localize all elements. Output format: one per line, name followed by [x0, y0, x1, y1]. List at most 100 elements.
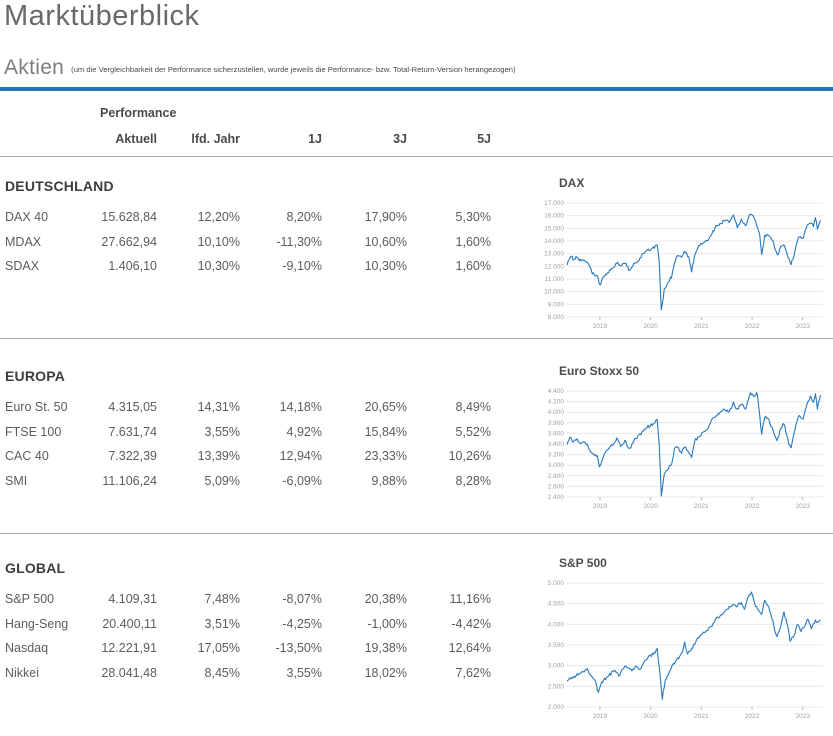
value-3j: 9,88% [371, 473, 407, 488]
accent-divider [0, 87, 833, 91]
table-row: SMI 11.106,24 5,09% -6,09% 9,88% 8,28% [5, 469, 491, 494]
svg-text:3.000: 3.000 [548, 462, 565, 469]
svg-text:2020: 2020 [643, 713, 658, 720]
section-deutschland: DEUTSCHLAND DAX 40 15.628,84 12,20% 8,20… [5, 178, 491, 279]
value-3j: -1,00% [367, 616, 407, 631]
section-europa: EUROPA Euro St. 50 4.315,05 14,31% 14,18… [5, 368, 491, 493]
section-divider-europa [0, 338, 833, 339]
aktien-header: Aktien (um die Vergleichbarkeit der Perfo… [4, 56, 515, 80]
header-divider [0, 156, 833, 157]
svg-text:2019: 2019 [593, 503, 608, 510]
svg-text:3.800: 3.800 [548, 420, 565, 427]
value-3j: 20,38% [364, 592, 407, 607]
performance-label: Performance [100, 106, 177, 120]
value-5j: 10,26% [448, 449, 491, 464]
value-aktuell: 15.628,84 [101, 210, 157, 225]
chart-title-dax: DAX [559, 176, 585, 190]
column-header-1j: 1J [308, 132, 322, 146]
svg-text:2.400: 2.400 [548, 494, 565, 501]
svg-text:8.000: 8.000 [548, 314, 565, 321]
value-1j: -11,30% [276, 234, 322, 249]
value-1j: 4,92% [286, 424, 322, 439]
svg-text:12.000: 12.000 [544, 263, 564, 270]
svg-text:2020: 2020 [643, 323, 658, 330]
svg-text:4.200: 4.200 [548, 399, 565, 406]
value-aktuell: 7.631,74 [108, 424, 157, 439]
table-row: DAX 40 15.628,84 12,20% 8,20% 17,90% 5,3… [5, 205, 491, 230]
value-1j: 12,94% [279, 449, 322, 464]
svg-text:2019: 2019 [593, 713, 608, 720]
svg-text:2023: 2023 [795, 713, 810, 720]
svg-text:2021: 2021 [694, 503, 709, 510]
svg-text:3.600: 3.600 [548, 430, 565, 437]
svg-text:2023: 2023 [795, 323, 810, 330]
svg-text:4.400: 4.400 [548, 388, 565, 395]
dax-line-chart: 8.000 9.000 10.000 11.000 12.000 13.000 14.000… [543, 198, 829, 332]
svg-text:2020: 2020 [643, 503, 658, 510]
value-aktuell: 1.406,10 [108, 259, 157, 274]
value-lfd-jahr: 7,48% [204, 592, 240, 607]
value-3j: 20,65% [364, 400, 407, 415]
svg-text:3.400: 3.400 [548, 441, 565, 448]
value-lfd-jahr: 3,55% [204, 424, 240, 439]
index-name: CAC 40 [5, 449, 49, 464]
svg-text:10.000: 10.000 [544, 289, 564, 296]
aktien-note: (um die Vergleichbarkeit der Performance… [71, 65, 516, 74]
value-1j: 14,18% [279, 400, 322, 415]
value-1j: -13,50% [275, 641, 322, 656]
table-row: Euro St. 50 4.315,05 14,31% 14,18% 20,65… [5, 395, 491, 420]
value-5j: 12,64% [448, 641, 491, 656]
value-5j: 8,49% [455, 400, 491, 415]
svg-text:9.000: 9.000 [548, 301, 565, 308]
svg-text:4.500: 4.500 [548, 601, 565, 608]
value-5j: 11,16% [449, 592, 491, 607]
value-5j: 1,60% [455, 259, 491, 274]
chart-euro-stoxx-50: Euro Stoxx 50 2.400 2.600 2.800 3.000 3.200 3… [543, 364, 829, 512]
svg-text:13.000: 13.000 [544, 251, 564, 258]
svg-text:2021: 2021 [694, 713, 709, 720]
value-3j: 19,38% [364, 641, 407, 656]
svg-text:2.600: 2.600 [548, 483, 565, 490]
index-name: Hang-Seng [5, 616, 69, 631]
svg-text:2.800: 2.800 [548, 473, 565, 480]
svg-text:11.000: 11.000 [545, 276, 565, 283]
svg-text:2022: 2022 [745, 323, 760, 330]
table-row: MDAX 27.662,94 10,10% -11,30% 10,60% 1,6… [5, 230, 491, 255]
sp500-line-chart: 2.000 2.500 3.000 3.500 4.000 4.500 5.000 2019 2… [543, 578, 829, 722]
value-1j: -6,09% [282, 473, 322, 488]
value-3j: 10,60% [364, 234, 407, 249]
euro-stoxx-line-chart: 2.400 2.600 2.800 3.000 3.200 3.400 3.600 3.800… [543, 386, 829, 512]
table-header-row: Aktuell lfd. Jahr 1J 3J 5J [5, 130, 491, 148]
table-row: Nikkei 28.041,48 8,45% 3,55% 18,02% 7,62… [5, 661, 491, 686]
value-lfd-jahr: 14,31% [197, 400, 240, 415]
table-row: Hang-Seng 20.400,11 3,51% -4,25% -1,00% … [5, 612, 491, 637]
value-1j: -9,10% [282, 259, 322, 274]
svg-text:2023: 2023 [795, 503, 810, 510]
svg-text:3.200: 3.200 [548, 452, 565, 459]
index-name: MDAX [5, 234, 42, 249]
svg-text:14.000: 14.000 [544, 238, 564, 245]
table-row: CAC 40 7.322,39 13,39% 12,94% 23,33% 10,… [5, 444, 491, 469]
value-aktuell: 7.322,39 [108, 449, 157, 464]
chart-dax: DAX 8.000 9.000 10.000 11.000 12.000 13.000 14… [543, 176, 829, 332]
value-aktuell: 27.662,94 [101, 234, 157, 249]
chart-title-euro-stoxx: Euro Stoxx 50 [559, 364, 640, 378]
value-aktuell: 11.106,24 [102, 473, 157, 488]
chart-sp500: S&P 500 2.000 2.500 3.000 3.500 4.000 4.500 5.… [543, 556, 829, 722]
value-lfd-jahr: 10,10% [197, 234, 240, 249]
column-header-lfd-jahr: lfd. Jahr [191, 132, 240, 146]
value-lfd-jahr: 8,45% [204, 665, 240, 680]
section-heading: GLOBAL [5, 560, 66, 576]
value-1j: -4,25% [282, 616, 322, 631]
value-lfd-jahr: 13,39% [197, 449, 240, 464]
svg-text:2021: 2021 [694, 323, 709, 330]
index-name: Nikkei [5, 665, 40, 680]
index-name: FTSE 100 [5, 424, 62, 439]
svg-text:2022: 2022 [745, 713, 760, 720]
value-lfd-jahr: 5,09% [204, 473, 240, 488]
value-5j: 5,30% [455, 210, 491, 225]
value-5j: 7,62% [455, 665, 491, 680]
table-row: SDAX 1.406,10 10,30% -9,10% 10,30% 1,60% [5, 254, 491, 279]
value-aktuell: 28.041,48 [101, 665, 157, 680]
svg-text:5.000: 5.000 [548, 580, 565, 587]
